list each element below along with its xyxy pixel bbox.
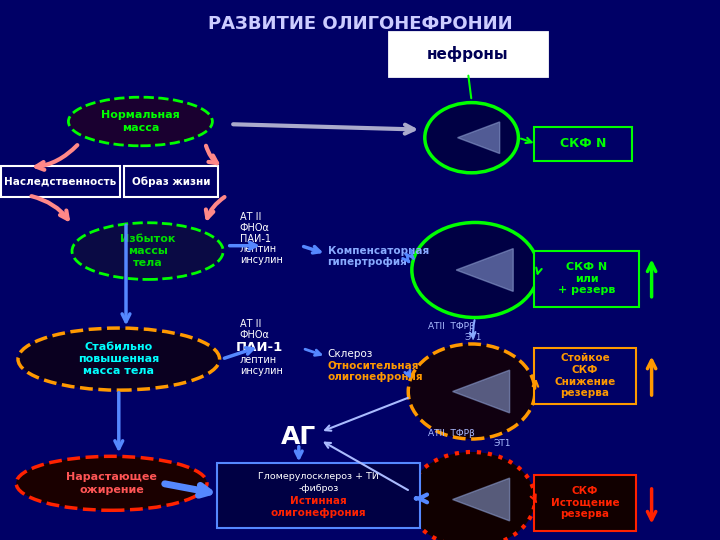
Circle shape: [425, 103, 518, 173]
Text: -фиброз: -фиброз: [298, 484, 339, 492]
Text: Гломерулосклероз + ТИ: Гломерулосклероз + ТИ: [258, 472, 379, 481]
Text: СКФ N: СКФ N: [560, 137, 606, 151]
Text: инсулин: инсулин: [240, 255, 283, 265]
Polygon shape: [456, 248, 513, 292]
FancyBboxPatch shape: [1, 166, 120, 197]
Text: гипертрофия: гипертрофия: [328, 257, 408, 267]
FancyBboxPatch shape: [389, 32, 547, 76]
Text: Наследственность: Наследственность: [4, 177, 117, 186]
Ellipse shape: [18, 328, 220, 390]
Ellipse shape: [16, 456, 207, 510]
Text: ФНОα: ФНОα: [240, 330, 269, 340]
Ellipse shape: [68, 97, 212, 146]
Text: инсулин: инсулин: [240, 366, 283, 376]
Text: лептин: лептин: [240, 355, 277, 365]
Text: РАЗВИТИЕ ОЛИГОНЕФРОНИИ: РАЗВИТИЕ ОЛИГОНЕФРОНИИ: [207, 15, 513, 33]
Circle shape: [408, 344, 535, 439]
Text: АТ II: АТ II: [240, 319, 261, 329]
Text: Стойкое
СКФ
Снижение
резерва: Стойкое СКФ Снижение резерва: [554, 354, 616, 398]
Polygon shape: [453, 478, 510, 521]
Text: лептин: лептин: [240, 245, 277, 254]
Text: СКФ N
или
+ резерв: СКФ N или + резерв: [558, 262, 616, 295]
Text: Относительная: Относительная: [328, 361, 419, 371]
Text: Истинная: Истинная: [290, 496, 347, 506]
Text: ПАИ-1: ПАИ-1: [236, 341, 284, 354]
Text: АТII  ТФРβ: АТII ТФРβ: [428, 322, 475, 331]
Circle shape: [408, 452, 535, 540]
FancyBboxPatch shape: [124, 166, 218, 197]
Polygon shape: [453, 370, 510, 413]
Text: Склероз: Склероз: [328, 349, 373, 359]
Text: олигонефрония: олигонефрония: [271, 508, 366, 518]
FancyBboxPatch shape: [534, 475, 636, 531]
FancyBboxPatch shape: [534, 127, 632, 161]
Text: ЭТ1: ЭТ1: [464, 333, 482, 342]
Text: АГ: АГ: [282, 426, 316, 449]
Text: ПАИ-1: ПАИ-1: [240, 234, 271, 244]
Text: Избыток
массы
тела: Избыток массы тела: [120, 234, 175, 268]
Text: Образ жизни: Образ жизни: [132, 176, 210, 187]
Text: Компенсаторная: Компенсаторная: [328, 246, 429, 256]
FancyBboxPatch shape: [534, 251, 639, 307]
Polygon shape: [458, 122, 500, 153]
Text: СКФ
Истощение
резерва: СКФ Истощение резерва: [551, 486, 619, 519]
Text: Нормальная
масса: Нормальная масса: [101, 110, 180, 133]
Text: Стабильно
повышенная
масса тела: Стабильно повышенная масса тела: [78, 342, 159, 376]
Ellipse shape: [72, 222, 223, 280]
Text: нефроны: нефроны: [427, 46, 509, 62]
FancyBboxPatch shape: [217, 463, 420, 528]
Text: Нарастающее
ожирение: Нарастающее ожирение: [66, 472, 157, 495]
Text: АТ II: АТ II: [240, 212, 261, 222]
Text: олигонефрония: олигонефрония: [328, 372, 423, 382]
Text: ЭТ1: ЭТ1: [493, 440, 510, 448]
Circle shape: [412, 222, 539, 318]
Text: АТII  ТФРβ: АТII ТФРβ: [428, 429, 475, 437]
FancyBboxPatch shape: [534, 348, 636, 404]
Text: ФНОα: ФНОα: [240, 223, 269, 233]
